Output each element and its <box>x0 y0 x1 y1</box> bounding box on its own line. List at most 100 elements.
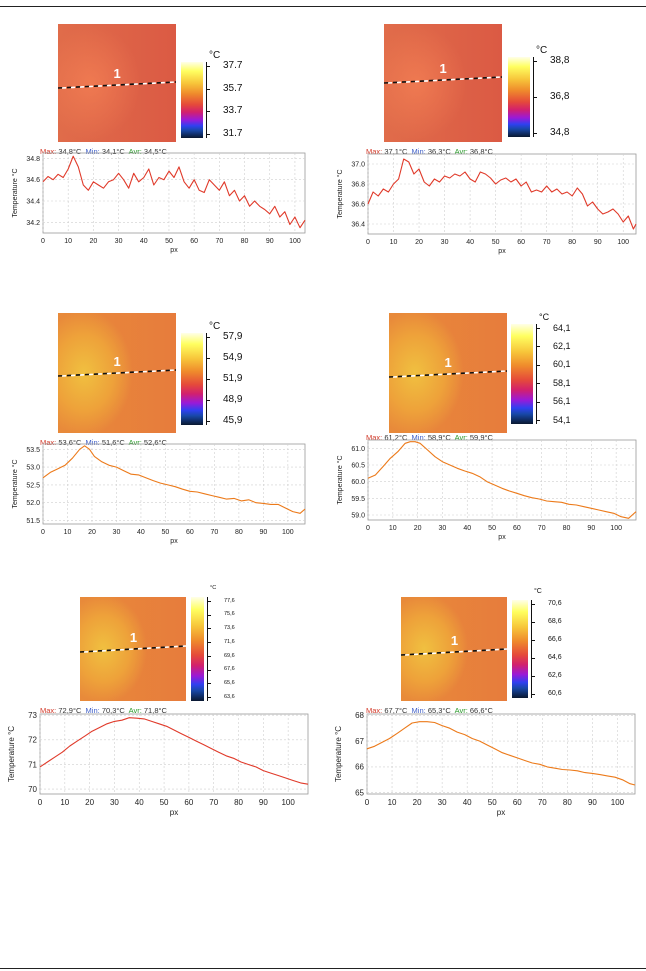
temperature-series-line <box>367 158 637 230</box>
y-tick-label: 59.5 <box>351 496 365 503</box>
stat-min-key: Min: <box>85 147 100 156</box>
stat-min-key: Min: <box>411 433 426 442</box>
y-tick-label: 61.0 <box>351 446 365 453</box>
color-scale-tick: 36,8 <box>550 91 570 102</box>
x-axis-label: px <box>170 538 178 545</box>
x-tick-label: 40 <box>137 529 145 536</box>
temperature-series-line <box>42 445 306 514</box>
stat-avr-value: 36,8°C <box>469 147 493 156</box>
color-scale-tick-mark <box>207 655 211 657</box>
y-tick-label: 59.0 <box>351 512 365 519</box>
plot-frame <box>367 439 637 521</box>
x-tick-label: 100 <box>289 238 301 245</box>
profile-marker-label: 1 <box>113 354 120 369</box>
color-scale-tick: 58,1 <box>553 377 571 388</box>
stat-max-value: 61,2°C <box>384 433 408 442</box>
x-tick-label: 0 <box>365 798 370 807</box>
x-tick-label: 0 <box>38 798 43 807</box>
x-tick-label: 90 <box>588 798 597 807</box>
temperature-stats: Max: 34,8°C Min: 34,1°C Avr: 34,5°C <box>40 147 167 156</box>
color-scale-unit: °C <box>536 45 548 56</box>
y-axis-label: Temperature °C <box>7 726 16 782</box>
stat-max-key: Max: <box>40 438 57 447</box>
color-scale-unit: °C <box>534 588 542 595</box>
color-scale-tick: 33.7 <box>223 105 243 117</box>
x-tick-label: 20 <box>415 239 423 246</box>
plot-frame <box>39 713 309 795</box>
temperature-stats: Max: 61,2°C Min: 58,9°C Avr: 59,9°C <box>366 433 493 442</box>
plot-frame <box>367 153 637 235</box>
color-scale-tick-mark <box>206 134 210 135</box>
color-scale-tick: 56,1 <box>553 396 571 407</box>
color-scale-tick: 64,1 <box>553 322 571 333</box>
y-axis-label: Temperature °C <box>11 168 19 217</box>
color-scale-tick-mark <box>531 622 535 623</box>
x-tick-label: 40 <box>463 525 471 532</box>
stat-max-value: 72,9°C <box>58 706 82 715</box>
y-axis-label: Temperature °C <box>336 455 344 504</box>
temperature-series-line <box>42 155 306 229</box>
color-scale-tick-mark <box>536 401 540 403</box>
color-scale-tick-mark <box>531 658 535 659</box>
y-tick-label: 52.0 <box>26 500 40 507</box>
x-tick-label: 100 <box>611 798 625 807</box>
color-scale-tick-mark <box>206 400 210 401</box>
color-scale-tick-mark <box>207 669 211 671</box>
color-scale-axis <box>206 333 207 425</box>
x-tick-label: 100 <box>617 239 629 246</box>
y-tick-label: 37.0 <box>351 161 365 168</box>
stat-avr-value: 34,5°C <box>143 147 167 156</box>
profile-line-white <box>392 370 507 378</box>
y-tick-label: 34.4 <box>26 198 40 205</box>
profile-marker-label: 1 <box>130 630 137 645</box>
color-scale-axis <box>206 62 207 138</box>
color-scale-tick: 71,6 <box>224 638 235 645</box>
y-axis-label: Temperature °C <box>334 726 343 782</box>
profile-line-white <box>387 76 502 84</box>
x-tick-label: 20 <box>85 798 94 807</box>
color-scale-unit: °C <box>210 585 217 591</box>
x-axis-label: px <box>498 534 506 541</box>
color-scale-tick-mark <box>536 420 540 421</box>
x-tick-label: 0 <box>366 525 370 532</box>
color-scale-tick-mark <box>206 88 210 90</box>
x-tick-label: 10 <box>388 798 397 807</box>
x-tick-label: 30 <box>439 525 447 532</box>
color-scale-tick-mark <box>207 697 211 698</box>
x-tick-label: 100 <box>282 529 294 536</box>
profile-line <box>58 369 176 377</box>
profile-marker-label: 1 <box>439 61 446 76</box>
x-tick-label: 30 <box>441 239 449 246</box>
color-scale-tick: 51,9 <box>223 373 243 384</box>
bottom-rule <box>0 968 646 969</box>
x-tick-label: 60 <box>184 798 193 807</box>
x-tick-label: 0 <box>41 529 45 536</box>
stat-max-key: Max: <box>40 147 57 156</box>
stat-max-key: Max: <box>366 147 383 156</box>
stat-avr-key: Avr: <box>454 706 468 715</box>
thermal-image: 1 <box>389 313 507 433</box>
color-scale-tick-mark <box>533 133 537 134</box>
x-tick-label: 60 <box>517 239 525 246</box>
stat-avr-value: 52,6°C <box>143 438 167 447</box>
x-tick-label: 10 <box>64 529 72 536</box>
x-tick-label: 70 <box>538 798 547 807</box>
color-scale-axis <box>536 324 537 424</box>
y-tick-label: 34.6 <box>26 177 40 184</box>
thermal-image: 1 <box>384 24 502 142</box>
temperature-profile-chart: 0 10 20 30 40 50 60 70 80 90 100 36.4 36.6 36.8 37.0 px… <box>336 153 637 255</box>
color-scale-unit: °C <box>209 321 221 332</box>
color-scale-tick: 62,6 <box>548 671 562 679</box>
stat-max-key: Max: <box>366 706 383 715</box>
stat-max-value: 53,6°C <box>58 438 82 447</box>
color-scale-axis <box>207 597 208 701</box>
y-tick-label: 53.0 <box>26 465 40 472</box>
color-scale-bar <box>508 57 530 137</box>
x-tick-label: 50 <box>492 239 500 246</box>
x-tick-label: 80 <box>241 238 249 245</box>
color-scale-tick: 54,9 <box>223 352 243 363</box>
color-scale-tick-mark <box>536 346 540 348</box>
color-scale-tick: 37.7 <box>223 60 243 71</box>
color-scale-tick: 77,6 <box>224 597 235 604</box>
color-scale-tick-mark <box>531 676 535 677</box>
